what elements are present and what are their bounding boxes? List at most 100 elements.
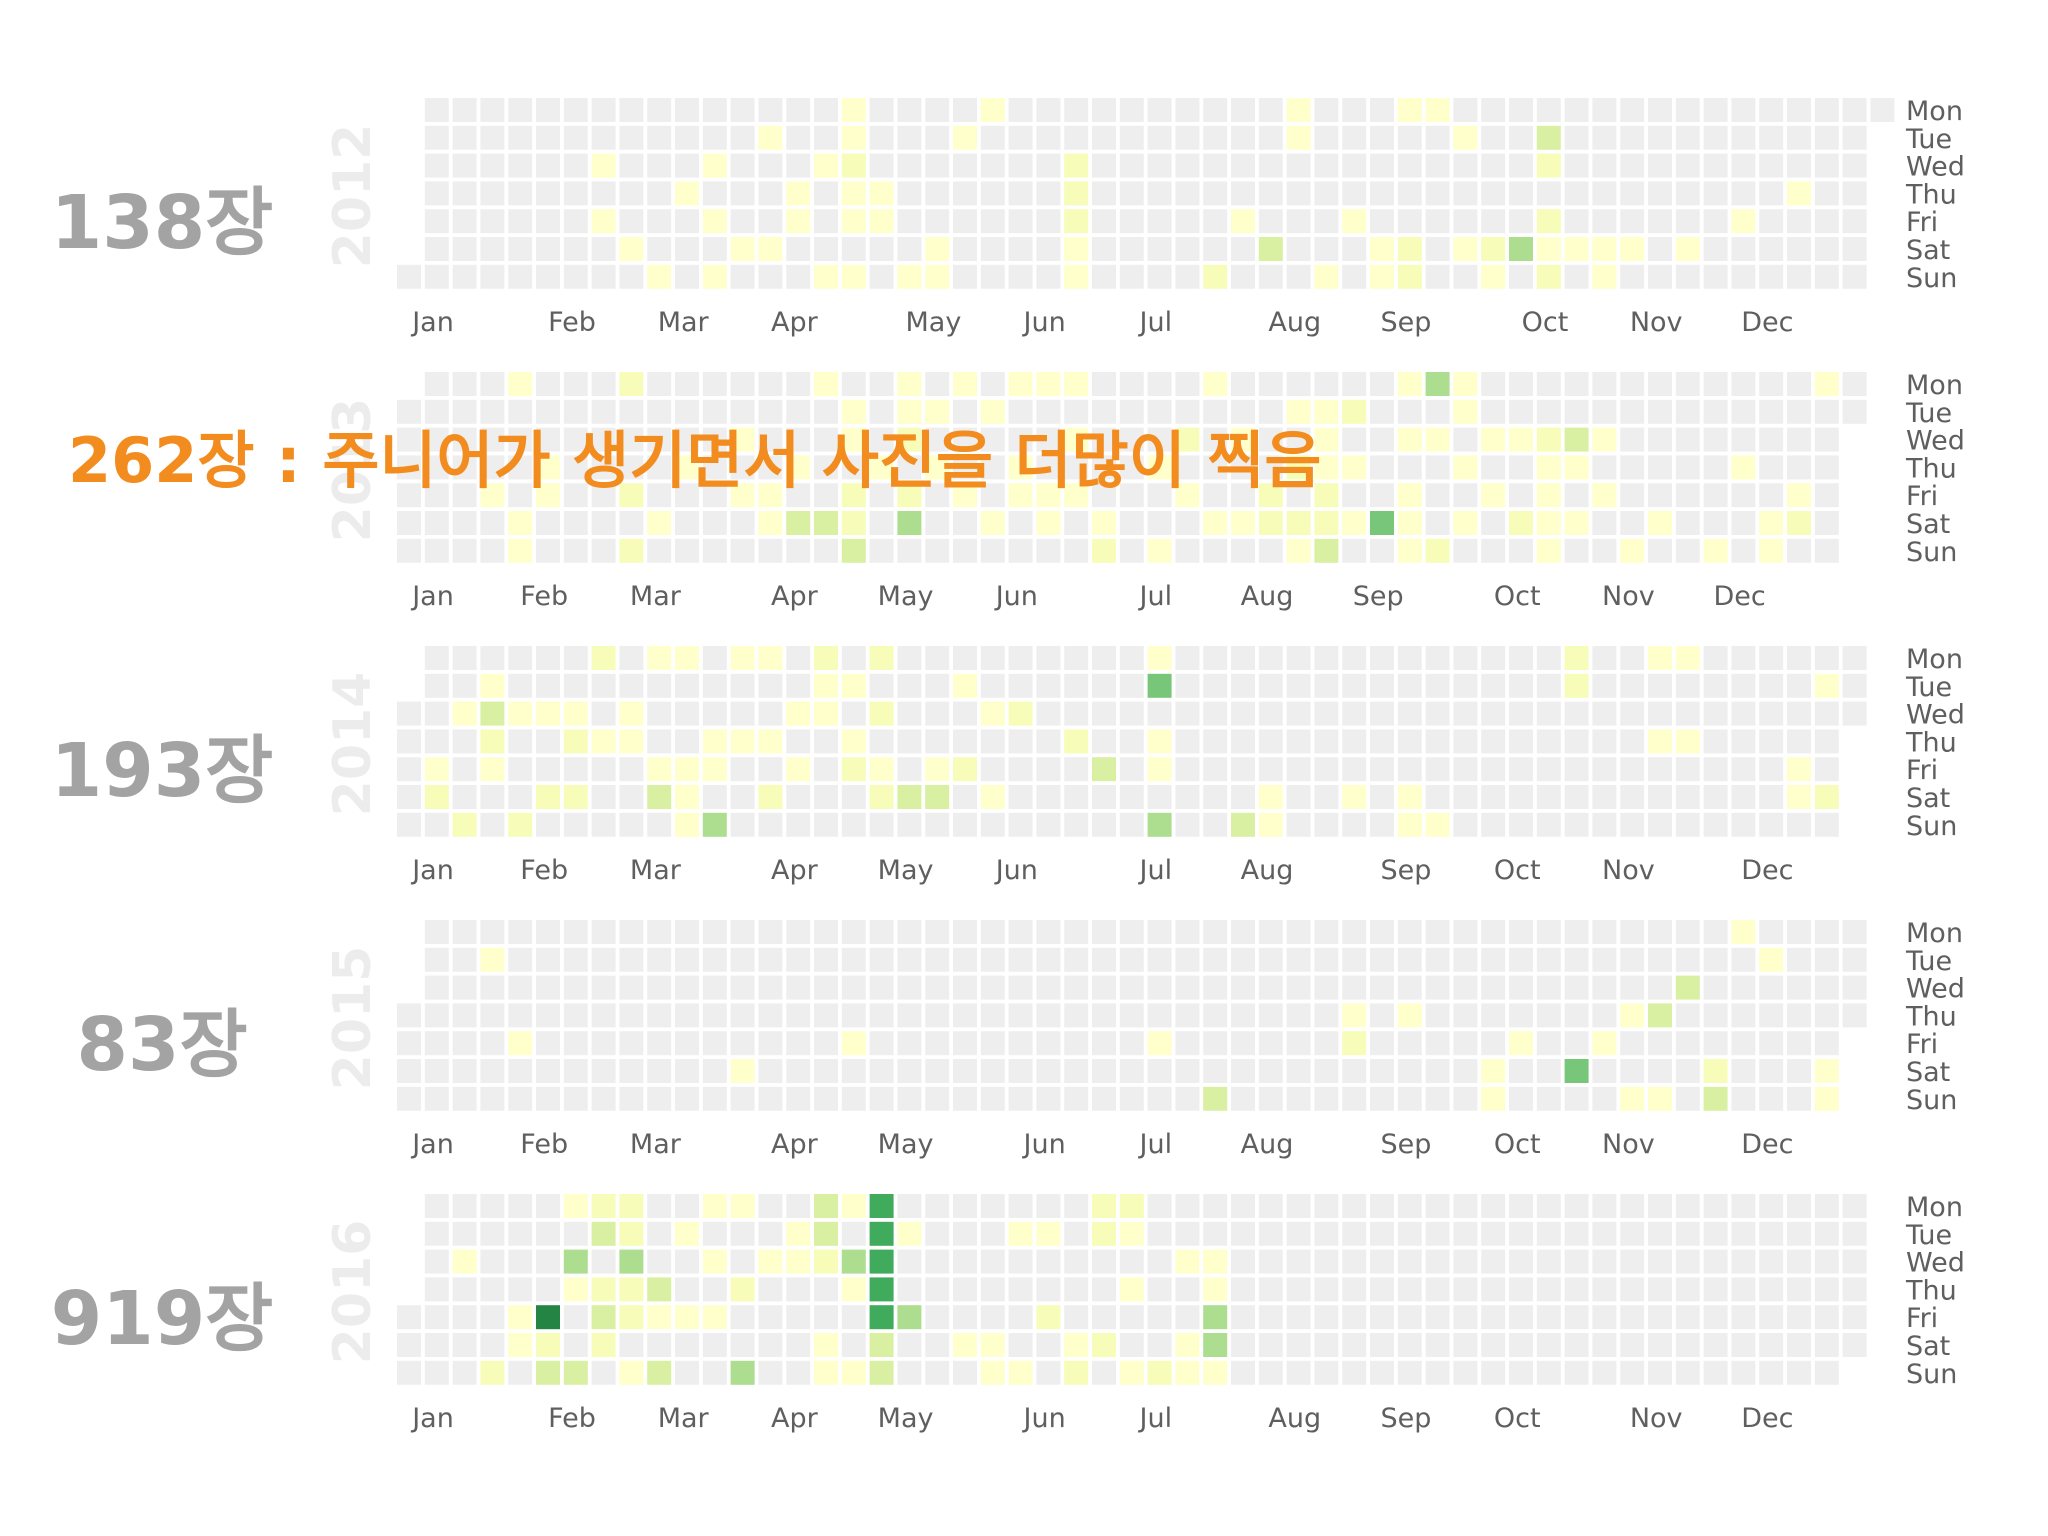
heatmap-cell — [1759, 1249, 1784, 1274]
heatmap-cell — [1509, 1333, 1533, 1357]
heatmap-cell — [647, 1333, 672, 1357]
heatmap-cell — [1703, 1333, 1728, 1357]
month-label: Nov — [1630, 1403, 1683, 1434]
heatmap-cell — [1314, 98, 1339, 122]
heatmap-cell — [1203, 181, 1228, 206]
heatmap-cell — [814, 1031, 838, 1056]
heatmap-cell — [786, 1059, 811, 1083]
month-label: Mar — [630, 1129, 682, 1160]
heatmap-cell — [480, 1194, 505, 1218]
heatmap-cell — [1759, 264, 1784, 289]
heatmap-cell — [897, 673, 922, 698]
heatmap-cell — [1397, 673, 1422, 698]
weekday-label: Wed — [1906, 1248, 1965, 1279]
heatmap-cell — [1147, 399, 1172, 424]
heatmap-cell — [1564, 1277, 1589, 1302]
heatmap-cell — [1509, 125, 1533, 150]
heatmap-cell — [563, 209, 588, 234]
heatmap-cell — [397, 483, 421, 508]
heatmap-cell — [1064, 511, 1089, 535]
heatmap-cell — [1814, 975, 1839, 1000]
heatmap-cell — [619, 975, 644, 1000]
heatmap-cell — [563, 975, 588, 1000]
heatmap-cell — [1731, 399, 1756, 424]
heatmap-cell — [1842, 920, 1867, 944]
heatmap-cell — [1175, 812, 1200, 837]
heatmap-cell — [1453, 1086, 1478, 1111]
heatmap-cell — [1008, 785, 1033, 809]
heatmap-cell — [591, 1086, 616, 1111]
heatmap-cell — [1425, 1031, 1450, 1056]
heatmap-cell — [1787, 646, 1811, 670]
heatmap-cell — [702, 98, 727, 122]
heatmap-cell — [1648, 1333, 1672, 1357]
heatmap-cell — [702, 181, 727, 206]
heatmap-cell — [1425, 1194, 1450, 1218]
heatmap-cell-active — [647, 757, 672, 782]
heatmap-cell — [730, 399, 755, 424]
heatmap-cell — [1759, 785, 1784, 809]
heatmap-cell — [1370, 920, 1394, 944]
heatmap-cell — [1175, 98, 1200, 122]
heatmap-cell — [980, 920, 1005, 944]
heatmap-cell — [1370, 1249, 1394, 1274]
heatmap-cell-active — [925, 757, 950, 782]
heatmap-cell — [1203, 1003, 1228, 1028]
heatmap-cell — [480, 812, 505, 837]
heatmap-cell-active — [814, 1221, 838, 1246]
heatmap-cell-active — [1397, 483, 1422, 508]
heatmap-cell — [925, 673, 950, 698]
heatmap-cell — [1147, 975, 1172, 1000]
heatmap-cell — [980, 483, 1005, 508]
heatmap-cell-active — [786, 1221, 811, 1246]
heatmap-cell-active — [1564, 673, 1589, 698]
heatmap-cell — [675, 975, 699, 1000]
month-label: Feb — [548, 307, 596, 338]
heatmap-cell-active — [1397, 538, 1422, 563]
heatmap-cell — [591, 920, 616, 944]
heatmap-cell — [1370, 1086, 1394, 1111]
heatmap-cell-active — [647, 1305, 672, 1330]
heatmap-cell — [953, 98, 977, 122]
heatmap-cell — [536, 646, 560, 670]
heatmap-cell — [730, 785, 755, 809]
heatmap-cell — [1703, 1360, 1728, 1385]
heatmap-cell-active — [1231, 812, 1255, 837]
heatmap-cell — [1648, 757, 1672, 782]
heatmap-cell — [1370, 673, 1394, 698]
heatmap-cell — [925, 153, 950, 178]
heatmap-cell-active — [980, 701, 1005, 726]
heatmap-cell — [536, 1249, 560, 1274]
heatmap-cell — [647, 920, 672, 944]
heatmap-cell — [563, 673, 588, 698]
heatmap-cell — [1675, 1221, 1700, 1246]
heatmap-cell — [1536, 785, 1561, 809]
heatmap-cell — [1814, 483, 1839, 508]
heatmap-cell — [869, 264, 894, 289]
heatmap-cell-active — [1397, 427, 1422, 452]
heatmap-cell — [702, 237, 727, 261]
heatmap-cell — [730, 757, 755, 782]
heatmap-cell — [1453, 181, 1478, 206]
heatmap-cell — [508, 1194, 533, 1218]
heatmap-cell — [1620, 1194, 1645, 1218]
heatmap-cell — [1536, 98, 1561, 122]
heatmap-cell — [758, 701, 783, 726]
heatmap-cell — [1286, 1249, 1311, 1274]
heatmap-cell — [702, 673, 727, 698]
heatmap-cell — [1536, 1333, 1561, 1357]
heatmap-cell-active — [1119, 1277, 1144, 1302]
heatmap-cell-active — [1370, 511, 1394, 535]
heatmap-cell — [1759, 237, 1784, 261]
heatmap-cell-active — [1175, 1360, 1200, 1385]
heatmap-cell-active — [980, 1360, 1005, 1385]
heatmap-cell — [1008, 1333, 1033, 1357]
heatmap-cell-active — [1258, 511, 1283, 535]
heatmap-cell — [953, 1086, 977, 1111]
heatmap-cell — [1453, 920, 1478, 944]
heatmap-cell-active — [1342, 1031, 1367, 1056]
heatmap-cell — [1481, 785, 1506, 809]
heatmap-cell — [1231, 372, 1255, 396]
heatmap-cell — [1036, 1003, 1061, 1028]
